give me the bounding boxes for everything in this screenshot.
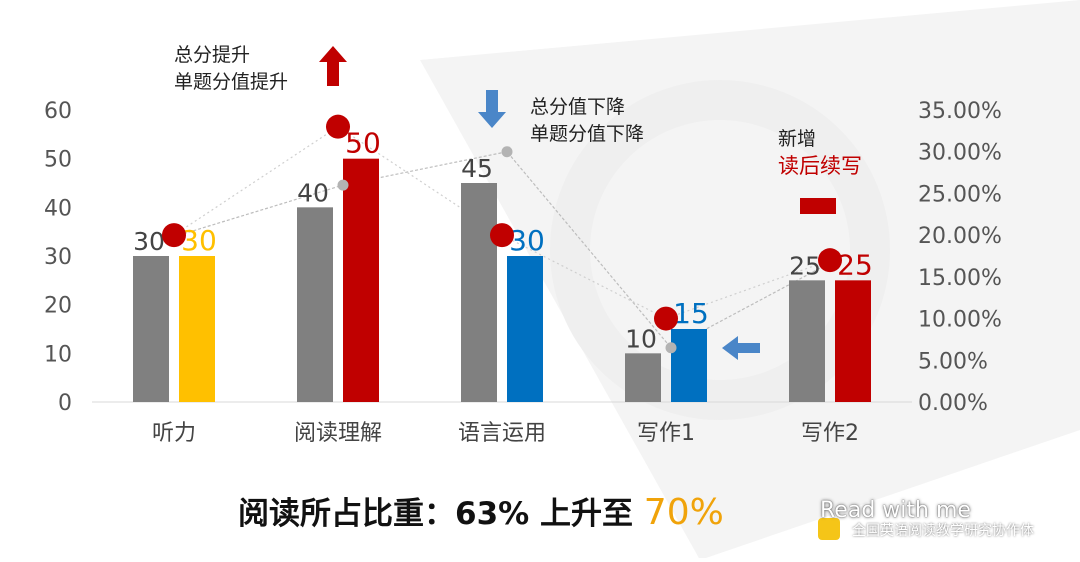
bar-series-2	[507, 256, 543, 402]
data-label-series-1: 40	[297, 178, 329, 207]
y2-tick-label: 0.00%	[918, 391, 988, 416]
data-label-series-2: 50	[345, 127, 381, 160]
left-arrow-icon	[722, 336, 760, 360]
bar-series-1	[297, 207, 333, 402]
watermark-title: Read with me	[820, 498, 971, 523]
line-series-path	[173, 125, 831, 320]
watermark-subtitle: 全国英语阅读教学研究协作体	[852, 523, 1034, 539]
y2-tick-label: 5.00%	[918, 349, 988, 374]
line-marker-red	[162, 223, 186, 248]
data-label-series-2: 30	[181, 224, 217, 257]
annotation-increase: 总分提升 单题分值提升	[174, 42, 288, 96]
y-tick-label: 40	[44, 196, 72, 221]
y2-tick-label: 10.00%	[918, 308, 1002, 333]
y-tick-label: 20	[44, 294, 72, 319]
line-marker-red	[490, 223, 514, 248]
y2-tick-label: 30.00%	[918, 141, 1002, 166]
y2-tick-label: 35.00%	[918, 99, 1002, 124]
x-tick-label: 阅读理解	[294, 421, 382, 446]
bar-series-2	[179, 256, 215, 402]
bar-series-2	[671, 329, 707, 402]
bar-series-1	[133, 256, 169, 402]
x-tick-label: 听力	[152, 421, 196, 446]
up-arrow-icon	[319, 46, 347, 86]
data-label-series-1: 30	[133, 227, 165, 256]
y-tick-label: 0	[58, 391, 72, 416]
data-label-series-1: 25	[789, 251, 821, 280]
y-tick-label: 50	[44, 148, 72, 173]
axes-group: 0 10 20 30 40 50 60 0.00% 5.00% 10.00% 15.00% 20.00…	[44, 99, 1002, 446]
y-tick-label: 10	[44, 342, 72, 367]
data-label-series-2: 25	[837, 248, 873, 281]
line-marker-gray	[501, 146, 513, 158]
annotation-decrease-line2: 单题分值下降	[530, 123, 645, 145]
bar-series-1	[789, 280, 825, 402]
y2-tick-label: 20.00%	[918, 224, 1002, 249]
annotation-decrease: 总分值下降 单题分值下降	[530, 94, 644, 148]
data-label-series-2: 15	[673, 297, 709, 330]
y2-tick-label: 25.00%	[918, 182, 1002, 207]
data-label-series-2: 30	[509, 224, 545, 257]
down-arrow-icon	[478, 90, 506, 128]
watermark-logo-icon	[818, 518, 840, 540]
bars-group	[133, 158, 871, 402]
data-labels-group: 30 30 40 50 45 30 10 15 25 25	[133, 127, 873, 354]
y2-tick-label: 15.00%	[918, 266, 1002, 291]
line-marker-gray	[337, 179, 349, 191]
bar-series-1	[461, 183, 497, 402]
annotation-new-line1: 新增	[778, 128, 817, 150]
bar-series-2	[343, 158, 379, 402]
background-decoration-circle	[550, 80, 890, 420]
markers-group	[162, 114, 842, 354]
annotation-increase-line1: 总分提升	[174, 44, 251, 66]
icons-group	[319, 46, 836, 360]
bar-series-1	[625, 353, 661, 402]
background-decoration	[420, 0, 1080, 560]
annotation-increase-line2: 单题分值提升	[174, 71, 289, 93]
line-marker-red	[654, 306, 678, 331]
caption-text: 阅读所占比重：63% 上升至	[238, 496, 644, 532]
line-series-path	[178, 151, 836, 349]
x-tick-label: 写作1	[637, 421, 695, 446]
caption-highlight: 70%	[643, 492, 724, 533]
annotation-new: 新增 读后续写	[778, 126, 862, 180]
annotation-decrease-line1: 总分值下降	[530, 96, 626, 118]
annotation-new-line2: 读后续写	[778, 154, 862, 178]
x-tick-label: 写作2	[801, 421, 859, 446]
minus-bar-icon	[800, 198, 836, 214]
bar-series-2	[835, 280, 871, 402]
y-tick-label: 30	[44, 245, 72, 270]
caption: 阅读所占比重：63% 上升至 70%	[238, 488, 724, 533]
data-label-series-1: 10	[625, 324, 657, 353]
y-tick-label: 60	[44, 99, 72, 124]
line-marker-red	[326, 114, 350, 139]
line-marker-gray	[665, 342, 677, 354]
x-tick-label: 语言运用	[458, 421, 546, 446]
data-label-series-1: 45	[461, 154, 493, 183]
line-marker-red	[818, 248, 842, 273]
line-series-group	[173, 125, 836, 349]
